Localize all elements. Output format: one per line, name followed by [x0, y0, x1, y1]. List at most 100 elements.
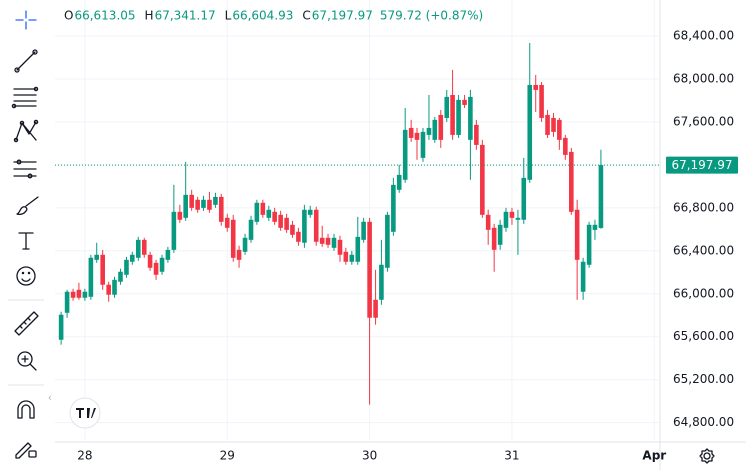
- candle: [474, 119, 479, 150]
- candle: [313, 206, 319, 246]
- candle-body: [195, 199, 200, 210]
- candle: [195, 196, 200, 213]
- candle-body: [325, 237, 331, 245]
- x-tick-label: 31: [504, 449, 519, 463]
- fib-tool[interactable]: [11, 86, 39, 109]
- candle-body: [254, 202, 260, 222]
- candle: [402, 107, 408, 183]
- candle: [218, 193, 224, 226]
- candle-body: [129, 254, 135, 262]
- candle-body: [278, 214, 283, 228]
- grid: 64,800.00 65,200.00 65,600.00 66,000.00 66,4…: [55, 0, 734, 463]
- candle-body: [165, 249, 171, 260]
- last-price-label: 67,197.97: [671, 158, 732, 172]
- candle: [177, 204, 183, 223]
- candle-body: [391, 184, 396, 232]
- candle: [485, 209, 491, 245]
- candle: [141, 237, 147, 258]
- y-tick-label: 66,000.00: [673, 286, 734, 300]
- candle-body: [218, 196, 224, 222]
- candle-body: [402, 129, 408, 180]
- candle-body: [598, 165, 604, 228]
- zoom-tool[interactable]: [17, 351, 37, 371]
- crosshair-tool[interactable]: [15, 10, 37, 30]
- brush-tool[interactable]: [16, 196, 39, 216]
- candle-body: [260, 202, 266, 215]
- candle: [503, 207, 509, 232]
- candle: [480, 139, 485, 218]
- candle: [112, 276, 117, 298]
- lock-drawing-tool[interactable]: [15, 442, 37, 459]
- candle: [545, 109, 550, 138]
- candle: [159, 254, 165, 275]
- candle: [361, 217, 366, 243]
- candle: [367, 217, 372, 405]
- candle: [337, 235, 343, 262]
- candle-body: [480, 144, 485, 215]
- y-tick-label: 68,000.00: [673, 71, 734, 85]
- ohlc-key: H: [145, 9, 154, 23]
- pattern-tool[interactable]: [13, 119, 39, 143]
- ohlc-header: O 66,613.05 H 67,341.17 L 66,604.93 C 67,197.97…: [64, 9, 483, 23]
- candle: [290, 220, 295, 238]
- candle-body: [100, 254, 105, 285]
- ohlc-value: 66,604.93: [232, 9, 293, 23]
- candle: [497, 219, 503, 250]
- candle: [213, 192, 218, 208]
- candle-body: [201, 199, 206, 208]
- candle: [426, 94, 432, 140]
- candle: [491, 223, 497, 272]
- prediction-tool[interactable]: [13, 159, 37, 179]
- ruler-tool[interactable]: [14, 311, 39, 336]
- y-tick-label: 67,600.00: [673, 114, 734, 128]
- candle-body: [159, 257, 165, 272]
- candle: [82, 288, 88, 301]
- candle-body: [135, 239, 141, 258]
- collapse-toggle[interactable]: ‹: [48, 391, 52, 404]
- candle-body: [224, 217, 230, 228]
- candle-body: [462, 99, 467, 105]
- ohlc-key: O: [64, 9, 73, 23]
- text-tool[interactable]: [18, 232, 34, 250]
- candle: [432, 116, 438, 143]
- candle: [307, 205, 313, 218]
- candle-body: [474, 124, 479, 145]
- candle: [521, 157, 527, 224]
- candle-body: [242, 237, 248, 252]
- candle: [129, 251, 135, 265]
- candle-body: [94, 254, 100, 260]
- candle-body: [515, 217, 521, 220]
- candle: [64, 289, 70, 318]
- trend-line-tool[interactable]: [14, 49, 38, 73]
- candle: [319, 225, 325, 247]
- candle: [444, 89, 450, 122]
- candle-body: [355, 236, 361, 262]
- settings-button[interactable]: [699, 448, 715, 464]
- candle: [551, 112, 556, 137]
- candle: [408, 119, 414, 142]
- candle: [100, 249, 105, 290]
- candle-body: [521, 177, 527, 220]
- candle-body: [533, 84, 539, 90]
- logo[interactable]: [69, 397, 101, 429]
- candle: [391, 177, 396, 236]
- emoji-tool[interactable]: [16, 266, 36, 286]
- candle-body: [503, 211, 509, 228]
- ohlc-value: 67,341.17: [155, 9, 216, 23]
- candle-body: [331, 237, 337, 248]
- magnet-tool[interactable]: [17, 400, 35, 419]
- candle-body: [82, 291, 88, 298]
- candle-body: [367, 221, 372, 318]
- candle-body: [76, 289, 82, 298]
- candle: [272, 207, 277, 225]
- candle-body: [153, 262, 159, 275]
- candle: [302, 204, 307, 248]
- candle-body: [408, 127, 414, 138]
- candle: [224, 213, 230, 232]
- candle-body: [456, 99, 461, 135]
- candle: [230, 214, 236, 262]
- candle: [515, 209, 521, 255]
- candle-body: [379, 264, 384, 300]
- toolbar: ‹: [8, 10, 52, 459]
